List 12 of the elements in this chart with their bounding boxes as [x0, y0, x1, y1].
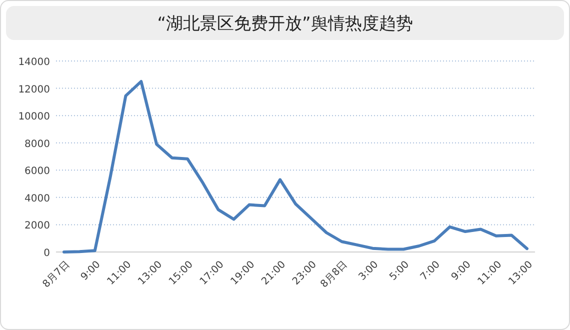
y-tick-label: 2000: [24, 220, 50, 232]
y-tick-label: 14000: [18, 57, 50, 68]
line-series: [62, 80, 528, 254]
y-tick-label: 0: [44, 248, 50, 259]
y-tick-label: 12000: [18, 84, 50, 96]
y-tick-label: 4000: [24, 193, 50, 204]
y-tick-label: 8000: [24, 138, 50, 150]
y-tick-label: 10000: [18, 112, 50, 123]
y-tick-label: 6000: [24, 166, 50, 178]
x-tick-label: 8月8日: [318, 259, 350, 290]
x-tick-label: 8月7日: [41, 259, 72, 290]
chart-title: “湖北景区免费开放”舆情热度趋势: [157, 14, 413, 34]
